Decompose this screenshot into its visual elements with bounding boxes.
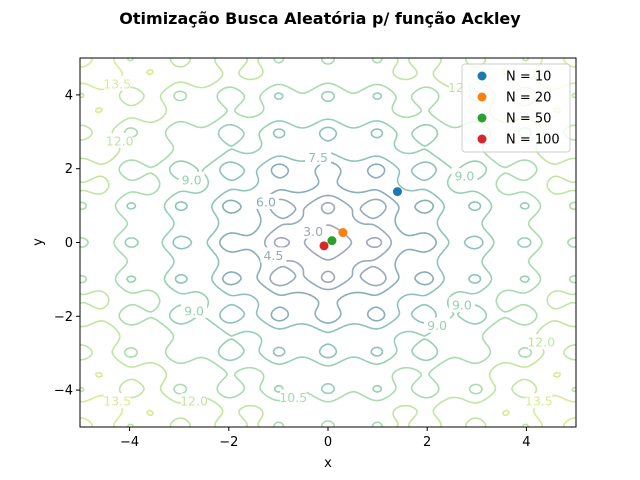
contour-label-bg — [528, 334, 555, 350]
point-n-10 — [392, 187, 402, 197]
contour-label-bg — [178, 171, 205, 187]
contour-label-bg — [525, 393, 552, 409]
contour-line-10-5 — [80, 58, 576, 427]
contour-line-9 — [124, 90, 532, 395]
x-tick-label: 4 — [522, 435, 530, 450]
y-tick-label: 2 — [65, 162, 73, 177]
contour-line-4-5 — [263, 194, 393, 291]
point-n-20 — [338, 228, 348, 238]
y-tick-label: −2 — [54, 310, 73, 325]
contour-label: 4.5 — [263, 248, 283, 263]
legend-label: N = 50 — [506, 112, 551, 127]
scatter-layer — [319, 187, 402, 251]
contour-label: 9.0 — [182, 172, 202, 187]
contour-label: 9.0 — [452, 298, 472, 313]
legend-marker — [477, 134, 487, 144]
contour-label: 7.5 — [308, 150, 328, 165]
legend-label: N = 10 — [506, 70, 551, 85]
y-tick-label: 0 — [65, 236, 73, 251]
contour-label-bg — [253, 193, 279, 209]
x-tick-label: −2 — [219, 435, 238, 450]
contour-label: 9.0 — [454, 169, 474, 184]
contour-label: 6.0 — [256, 194, 276, 209]
contour-label-bg — [260, 247, 287, 263]
x-tick-label: 0 — [324, 435, 332, 450]
point-n-50 — [327, 236, 337, 246]
contour-label-bg — [181, 393, 208, 409]
contour-label-layer: 3.0 4.5 6.0 7.5 9.0 9.0 9.0 9.0 9.0 10.5 12.0 12.0 1… — [103, 75, 555, 409]
contour-label: 9.0 — [184, 303, 204, 318]
contour-label: 12.0 — [180, 394, 208, 409]
x-axis-label: x — [324, 456, 332, 471]
contour-label-bg — [104, 393, 131, 409]
y-tick-label: 4 — [65, 88, 73, 103]
contour-label-bg — [104, 75, 131, 91]
y-axis: −4 −2 0 2 4 — [54, 88, 80, 399]
contour-label-bg — [305, 149, 332, 165]
point-n-100 — [319, 241, 329, 251]
contour-label-bg — [424, 317, 451, 333]
contour-layer — [80, 58, 576, 427]
contour-label-bg — [280, 389, 307, 405]
legend-box — [461, 63, 571, 153]
y-tick-label: −4 — [54, 384, 73, 399]
x-tick-label: 2 — [423, 435, 431, 450]
x-tick-label: −4 — [120, 435, 139, 450]
contour-label-bg — [300, 223, 327, 239]
contour-label: 12.0 — [106, 134, 134, 149]
contour-label-bg — [451, 168, 478, 184]
y-axis-label: y — [31, 238, 46, 246]
contour-label: 13.5 — [103, 76, 131, 91]
legend-marker — [477, 92, 487, 102]
contour-label: 13.5 — [525, 394, 553, 409]
contour-label-bg — [181, 302, 208, 318]
legend-label: N = 20 — [506, 91, 551, 106]
legend-label: N = 100 — [506, 133, 560, 148]
contour-label: 9.0 — [427, 318, 447, 333]
contour-label: 10.5 — [279, 390, 307, 405]
contour-line-6 — [218, 161, 438, 324]
x-axis: −4 −2 0 2 4 — [120, 427, 531, 450]
legend-marker — [477, 113, 487, 123]
contour-label: 12.0 — [527, 335, 555, 350]
legend: N = 10 N = 20 N = 50 N = 100 — [461, 63, 571, 153]
contour-label: 3.0 — [303, 224, 323, 239]
contour-label: 13.5 — [103, 394, 131, 409]
contour-label-bg — [448, 297, 475, 313]
legend-marker — [477, 71, 487, 81]
contour-label-bg — [106, 133, 133, 149]
chart-title: Otimização Busca Aleatória p/ função Ack… — [119, 9, 521, 28]
